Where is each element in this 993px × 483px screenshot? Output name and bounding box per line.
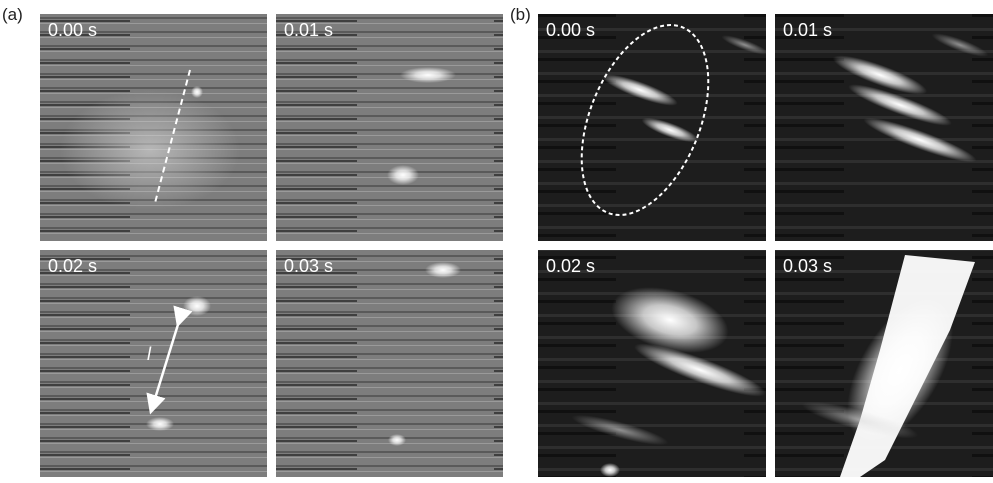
- page: {"panels": [ {"label": "(a)", "frames": …: [0, 0, 993, 483]
- frame: 0.00 s: [40, 14, 267, 241]
- frame: 0.00 s: [538, 7, 770, 241]
- frame: 0.02 s l: [40, 250, 267, 477]
- time-label: 0.01 s: [783, 20, 832, 40]
- time-label: 0.02 s: [546, 256, 595, 276]
- time-label: 0.03 s: [783, 256, 832, 276]
- time-label: 0.01 s: [284, 20, 333, 40]
- time-label: 0.00 s: [546, 20, 595, 40]
- time-label: 0.00 s: [48, 20, 97, 40]
- panel-label: (a): [2, 5, 23, 24]
- panel-label: (b): [510, 5, 531, 24]
- frame: 0.01 s: [276, 14, 503, 241]
- frame: 0.01 s: [775, 14, 993, 241]
- frame: 0.02 s: [538, 250, 770, 477]
- frame: 0.03 s: [775, 250, 993, 477]
- figure: (a) (b) 0.00 s 0.01 s 0.02 s l 0.03 s 0.…: [0, 0, 993, 483]
- time-label: 0.03 s: [284, 256, 333, 276]
- frame: 0.03 s: [276, 250, 503, 477]
- time-label: 0.02 s: [48, 256, 97, 276]
